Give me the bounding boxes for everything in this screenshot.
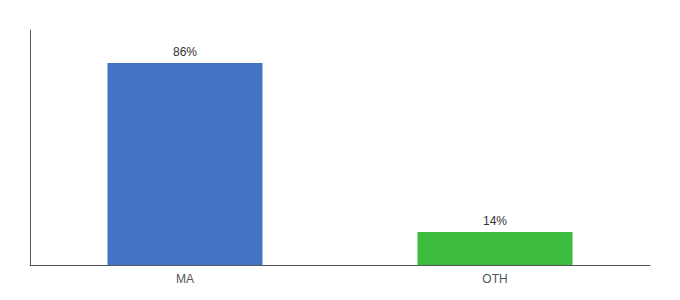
svg-text:MA: MA <box>176 272 194 286</box>
svg-text:86%: 86% <box>173 45 197 59</box>
svg-text:14%: 14% <box>483 214 507 228</box>
svg-text:OTH: OTH <box>482 272 507 286</box>
